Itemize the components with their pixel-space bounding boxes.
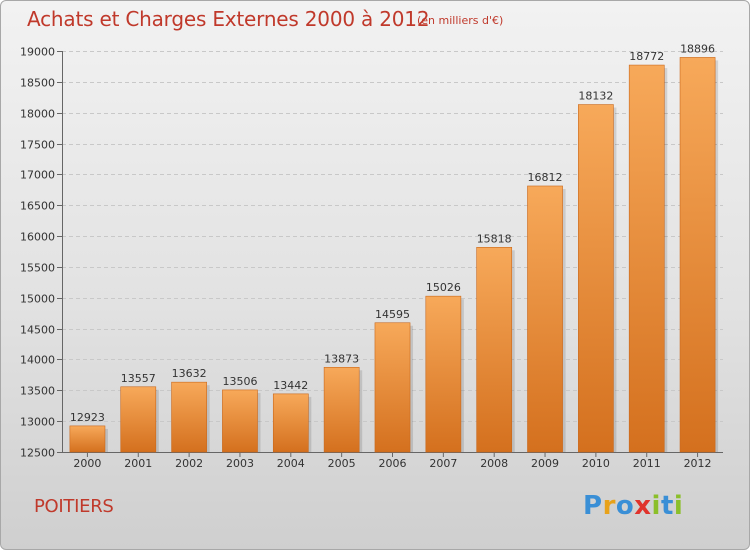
data-label: 18896 [680,42,715,55]
logo-letter: r [602,491,616,521]
bar [679,57,716,453]
y-tick-label: 13000 [20,416,55,429]
x-tick-label: 2011 [633,457,661,470]
bar [171,381,207,453]
data-label: 13506 [222,375,257,388]
logo-letter: x [634,491,652,521]
bar [476,247,513,453]
x-tick-label: 2004 [277,457,305,470]
x-tick-label: 2000 [73,457,101,470]
data-label: 13442 [273,379,308,392]
axes [57,51,723,457]
logo-letter: o [615,491,635,521]
data-label: 15818 [477,232,512,245]
x-tick-label: 2010 [582,457,610,470]
data-label: 13632 [172,367,207,380]
y-tick-label: 18500 [20,77,55,90]
x-tick-label: 2003 [226,457,254,470]
chart-title: Achats et Charges Externes 2000 à 2012 [27,7,430,31]
x-tick-label: 2007 [429,457,457,470]
bar [323,366,360,453]
data-label: 15026 [426,281,461,294]
x-tick-label: 2012 [684,457,712,470]
logo-letter: i [673,491,684,521]
y-tick-label: 14000 [20,354,55,367]
proxiti-logo[interactable]: Proxiti [583,491,683,521]
labels: 12500 13000 13500 14000 14500 15000 15500 16000… [20,42,715,470]
x-tick-label: 2006 [379,457,407,470]
y-tick-label: 15500 [20,262,55,275]
y-tick-label: 14500 [20,324,55,337]
y-tick-label: 16500 [20,200,55,213]
data-label: 18132 [578,90,613,103]
y-tick-label: 19000 [20,46,55,59]
bar [425,295,462,453]
bar [628,64,665,453]
x-tick-label: 2002 [175,457,203,470]
bars [69,57,719,453]
y-tick-label: 16000 [20,231,55,244]
city-name: POITIERS [34,496,114,517]
x-tick-label: 2008 [480,457,508,470]
logo-letter: P [583,491,603,521]
bar [222,389,258,453]
chart-subtitle: (en milliers d'€) [417,14,504,27]
data-label: 12923 [70,411,105,424]
bar [120,386,157,453]
bar [69,425,106,453]
bar [374,322,411,453]
x-tick-label: 2005 [328,457,356,470]
bar [527,185,563,453]
y-tick-label: 18000 [20,108,55,121]
bar [272,393,309,453]
data-label: 14595 [375,308,410,321]
data-label: 13873 [324,352,359,365]
y-tick-label: 17500 [20,139,55,152]
y-tick-label: 12500 [20,447,55,460]
y-tick-label: 13500 [20,385,55,398]
logo-letter: i [651,491,661,521]
data-label: 16812 [528,171,563,184]
bar [578,104,614,453]
x-tick-label: 2001 [124,457,152,470]
y-tick-label: 15000 [20,293,55,306]
data-label: 18772 [629,50,664,63]
y-tick-label: 17000 [20,169,55,182]
x-tick-label: 2009 [531,457,559,470]
data-label: 13557 [121,372,156,385]
logo-letter: t [660,491,674,521]
